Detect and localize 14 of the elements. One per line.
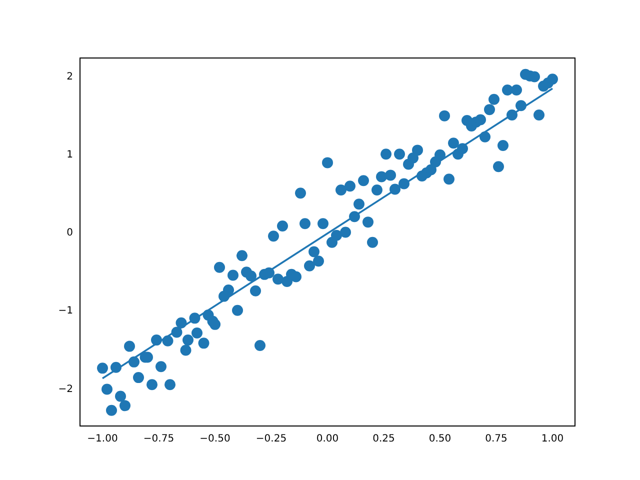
x-tick-label: 0.50 bbox=[428, 434, 452, 445]
y-tick-label: 2 bbox=[66, 71, 73, 82]
y-tick-label: 0 bbox=[66, 228, 73, 239]
x-tick-label: 0.75 bbox=[485, 434, 508, 445]
x-tick-label: 1.00 bbox=[541, 434, 564, 445]
y-tick-label: −1 bbox=[58, 306, 73, 317]
x-tick-label: −0.75 bbox=[143, 434, 174, 445]
y-tick-label: 1 bbox=[66, 149, 73, 160]
x-tick-label: −0.25 bbox=[256, 434, 287, 445]
y-tick-label: −2 bbox=[58, 384, 73, 395]
x-tick-label: −0.50 bbox=[200, 434, 230, 445]
x-tick-label: −1.00 bbox=[87, 434, 118, 445]
x-tick-label: 0.25 bbox=[372, 434, 395, 445]
x-tick-label: 0.00 bbox=[316, 434, 339, 445]
